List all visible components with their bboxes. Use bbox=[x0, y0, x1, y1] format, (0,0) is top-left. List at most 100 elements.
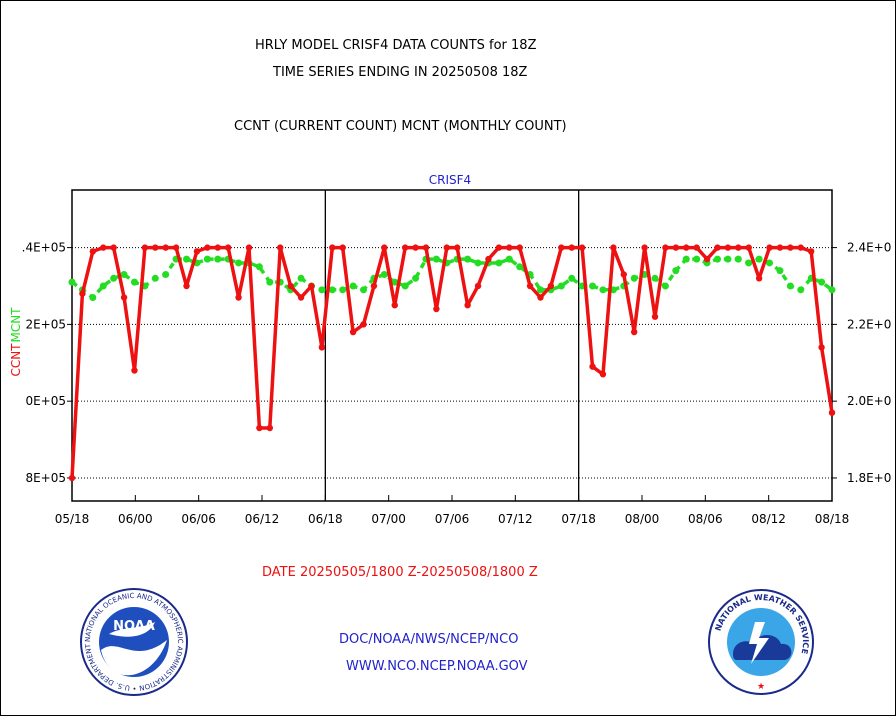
data-point-mcnt bbox=[672, 267, 680, 275]
x-tick-label: 07/00 bbox=[371, 512, 406, 526]
data-point-ccnt bbox=[381, 244, 388, 251]
data-point-mcnt bbox=[776, 267, 784, 275]
y-tick-label-left: 8E+05 bbox=[25, 471, 66, 485]
data-point-mcnt bbox=[89, 294, 97, 302]
data-point-ccnt bbox=[464, 301, 471, 309]
url-link[interactable]: WWW.NCO.NCEP.NOAA.GOV bbox=[346, 659, 528, 674]
data-point-ccnt bbox=[277, 244, 284, 251]
data-point-ccnt bbox=[641, 244, 648, 251]
data-point-mcnt bbox=[755, 255, 763, 263]
data-point-ccnt bbox=[630, 328, 638, 336]
data-point-mcnt bbox=[828, 286, 836, 294]
data-point-mcnt bbox=[745, 259, 753, 267]
data-point-mcnt bbox=[432, 255, 440, 263]
data-point-ccnt bbox=[651, 313, 659, 320]
data-point-ccnt bbox=[297, 294, 305, 301]
data-point-ccnt bbox=[422, 244, 430, 251]
data-point-ccnt bbox=[558, 244, 565, 251]
y-tick-label-right: 1.8E+0 bbox=[847, 471, 891, 485]
x-tick-label: 06/06 bbox=[181, 512, 216, 526]
data-point-mcnt bbox=[536, 286, 544, 294]
x-tick-label: 08/18 bbox=[815, 512, 850, 526]
data-point-ccnt bbox=[599, 371, 607, 378]
data-point-ccnt bbox=[162, 244, 169, 251]
data-point-ccnt bbox=[152, 244, 159, 251]
data-point-ccnt bbox=[287, 282, 294, 290]
x-tick-label: 08/00 bbox=[625, 512, 660, 526]
data-point-ccnt bbox=[89, 248, 97, 255]
y-tick-label-left: 0E+05 bbox=[25, 394, 66, 408]
data-point-mcnt bbox=[495, 259, 503, 267]
data-point-ccnt bbox=[308, 282, 315, 290]
data-point-ccnt bbox=[339, 244, 346, 251]
data-point-mcnt bbox=[99, 282, 107, 290]
data-point-mcnt bbox=[713, 255, 721, 263]
data-point-ccnt bbox=[703, 255, 711, 263]
svg-text:★: ★ bbox=[757, 682, 765, 692]
data-point-ccnt bbox=[506, 244, 513, 251]
plot-area-border bbox=[71, 189, 833, 502]
data-point-ccnt bbox=[141, 244, 149, 251]
data-point-ccnt bbox=[828, 409, 836, 416]
data-point-ccnt bbox=[683, 244, 690, 251]
y-tick-label-left: 2E+05 bbox=[25, 317, 66, 331]
data-point-ccnt bbox=[776, 244, 784, 251]
data-point-mcnt bbox=[360, 286, 368, 294]
data-point-ccnt bbox=[485, 255, 492, 263]
data-point-mcnt bbox=[412, 274, 420, 282]
data-point-ccnt bbox=[235, 294, 242, 301]
data-point-ccnt bbox=[266, 424, 274, 432]
data-point-ccnt bbox=[662, 244, 669, 251]
data-point-ccnt bbox=[537, 294, 544, 301]
data-point-mcnt bbox=[505, 255, 513, 263]
data-point-mcnt bbox=[235, 259, 243, 267]
data-point-mcnt bbox=[661, 282, 669, 290]
data-point-mcnt bbox=[568, 274, 576, 282]
data-point-ccnt bbox=[193, 248, 201, 255]
data-point-ccnt bbox=[724, 244, 732, 251]
date-range-label: DATE 20250505/1800 Z-20250508/1800 Z bbox=[262, 565, 538, 580]
data-point-ccnt bbox=[797, 244, 804, 251]
data-point-ccnt bbox=[568, 244, 575, 251]
data-point-mcnt bbox=[589, 282, 597, 290]
data-point-mcnt bbox=[339, 286, 347, 294]
data-point-ccnt bbox=[516, 244, 523, 251]
data-point-mcnt bbox=[318, 286, 326, 294]
data-point-mcnt bbox=[474, 259, 482, 267]
data-point-mcnt bbox=[380, 270, 388, 278]
data-point-ccnt bbox=[672, 244, 680, 251]
data-point-ccnt bbox=[443, 244, 450, 251]
y-axis-label-mcnt: MCNT bbox=[9, 307, 23, 343]
data-point-ccnt bbox=[68, 474, 76, 482]
data-point-mcnt bbox=[766, 259, 774, 267]
x-tick-label: 07/06 bbox=[435, 512, 470, 526]
data-point-mcnt bbox=[630, 274, 638, 282]
noaa-logo: NATIONAL OCEANIC AND ATMOSPHERIC ADMINIS… bbox=[79, 588, 188, 696]
data-point-ccnt bbox=[714, 244, 721, 251]
data-point-ccnt bbox=[495, 244, 503, 251]
data-point-ccnt bbox=[401, 244, 409, 251]
data-point-ccnt bbox=[610, 244, 617, 251]
chart-title-line-1: HRLY MODEL CRISF4 DATA COUNTS for 18Z bbox=[255, 38, 537, 53]
data-point-ccnt bbox=[360, 321, 367, 328]
data-point-ccnt bbox=[547, 282, 555, 290]
data-point-mcnt bbox=[401, 282, 409, 290]
data-point-mcnt bbox=[120, 270, 128, 278]
data-point-mcnt bbox=[557, 282, 565, 290]
data-point-ccnt bbox=[818, 344, 825, 351]
data-point-mcnt bbox=[214, 255, 222, 263]
data-point-mcnt bbox=[130, 278, 138, 286]
data-point-mcnt bbox=[786, 282, 794, 290]
data-point-ccnt bbox=[214, 244, 221, 251]
nws-logo: NATIONAL WEATHER SERVICE ★ bbox=[708, 589, 814, 695]
y-tick-label-left: .4E+05 bbox=[22, 241, 66, 255]
data-point-ccnt bbox=[110, 244, 117, 251]
data-point-ccnt bbox=[787, 244, 794, 251]
x-tick-label: 07/18 bbox=[561, 512, 596, 526]
data-point-mcnt bbox=[162, 270, 170, 278]
x-tick-label: 06/18 bbox=[308, 512, 343, 526]
x-tick-label: 08/12 bbox=[751, 512, 786, 526]
chart-subtitle: CCNT (CURRENT COUNT) MCNT (MONTHLY COUNT… bbox=[234, 119, 567, 134]
data-point-ccnt bbox=[693, 244, 700, 251]
